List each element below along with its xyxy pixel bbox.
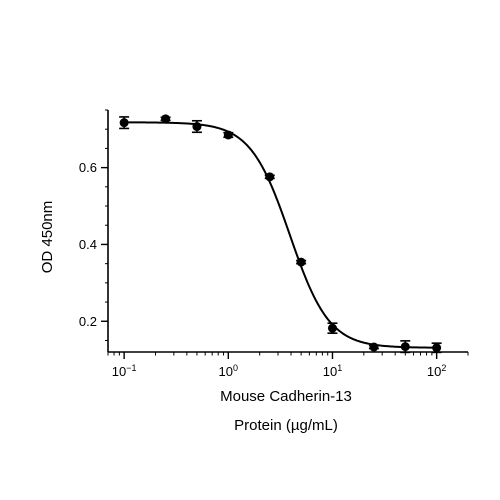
x-tick-label: 101 (323, 363, 342, 379)
data-point (432, 343, 442, 353)
curve-layer (124, 121, 437, 349)
fit-curve (124, 121, 437, 349)
y-tick-label: 0.2 (79, 314, 97, 329)
data-point (223, 130, 233, 140)
y-tick-label: 0.6 (79, 160, 97, 175)
data-point (119, 118, 129, 128)
x-tick-label: 100 (219, 363, 238, 379)
data-point (265, 172, 275, 182)
data-point (369, 342, 379, 352)
x-axis-label-line2: Protein (µg/mL) (234, 417, 338, 434)
axes-layer: 0.2 0.4 0.6 10−1 100 101 102 (79, 109, 469, 379)
data-point (400, 342, 410, 352)
x-tick-label: 102 (427, 363, 446, 379)
data-point (161, 114, 171, 124)
x-tick-label: 10−1 (112, 363, 137, 379)
y-axis-label: OD 450nm (39, 201, 56, 274)
x-axis-label-line1: Mouse Cadherin-13 (220, 388, 352, 405)
data-point (192, 122, 202, 132)
points-layer (119, 114, 442, 354)
data-point (327, 323, 337, 333)
y-tick-label: 0.4 (79, 237, 97, 252)
data-point (296, 257, 306, 267)
